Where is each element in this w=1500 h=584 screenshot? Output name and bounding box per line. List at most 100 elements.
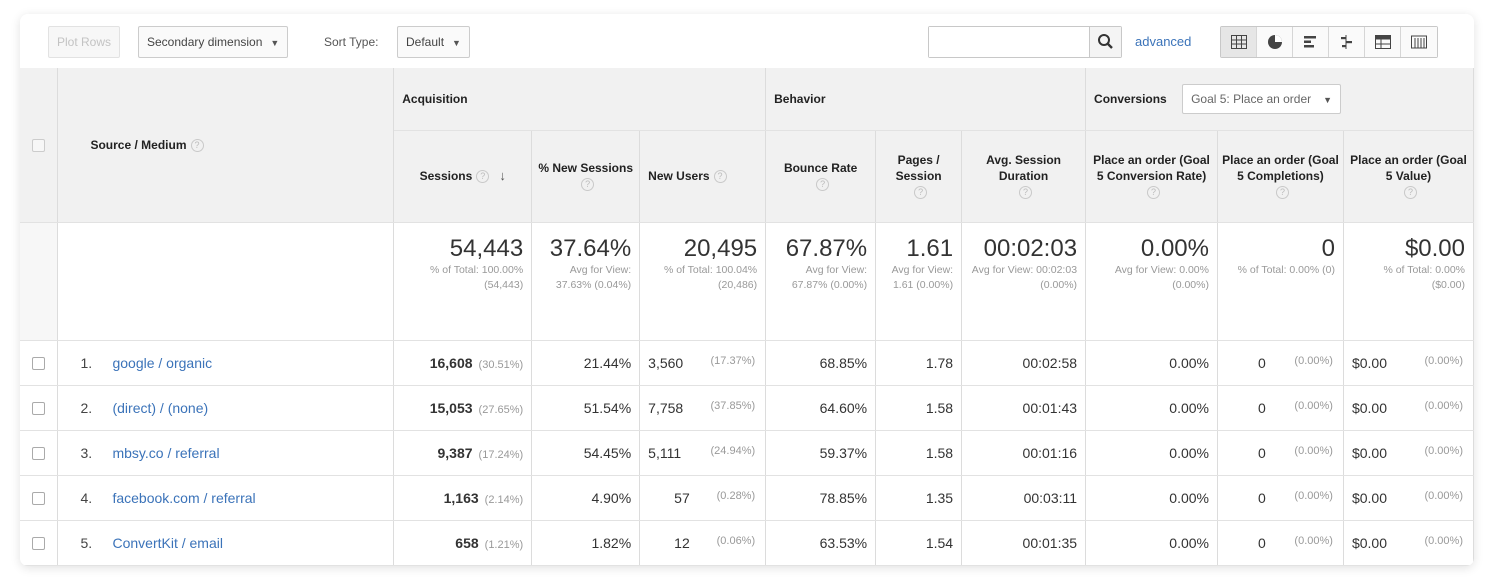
completions-value: 0 xyxy=(1257,399,1266,416)
col-sessions[interactable]: Sessions? ↓ xyxy=(393,130,533,223)
report-toolbar: Plot Rows Secondary dimension ▼ Sort Type… xyxy=(20,14,1474,68)
row-checkbox[interactable] xyxy=(32,357,46,371)
sessions-pct: (17.24%) xyxy=(478,448,524,461)
sessions-pct: (2.14%) xyxy=(484,493,524,506)
pct-new-sessions-cell: 21.44% xyxy=(531,340,641,386)
total-value: $0.00 xyxy=(1404,234,1465,262)
duration-cell: 00:01:43 xyxy=(961,385,1087,431)
pie-view-icon xyxy=(1267,35,1282,49)
help-icon[interactable]: ? xyxy=(1403,186,1417,200)
table-view-button[interactable] xyxy=(1221,27,1257,57)
advanced-filter-link[interactable]: advanced xyxy=(1135,34,1192,49)
col-value-label: Place an order (Goal 5 Value) xyxy=(1350,153,1467,183)
search-input[interactable] xyxy=(929,27,1087,57)
secondary-dimension-dropdown[interactable]: Secondary dimension ▼ xyxy=(138,26,289,58)
help-icon[interactable]: ? xyxy=(914,186,928,200)
value-amount: $0.00 xyxy=(1351,534,1387,551)
bounce-rate-cell: 68.85% xyxy=(765,340,877,386)
value-cell: $0.00 (0.00%) xyxy=(1343,520,1474,566)
new-users-value: 12 xyxy=(674,534,690,551)
help-icon[interactable]: ? xyxy=(1275,186,1289,200)
select-all-cell xyxy=(20,68,59,223)
total-value-cell: $0.00% of Total: 0.00% ($0.00) xyxy=(1343,222,1474,341)
row-checkbox[interactable] xyxy=(32,447,46,461)
value-amount: $0.00 xyxy=(1351,354,1387,371)
pivot-view-button[interactable] xyxy=(1365,27,1401,57)
bounce-rate-cell: 64.60% xyxy=(765,385,877,431)
sort-type-dropdown[interactable]: Default ▼ xyxy=(397,26,470,58)
new-users-value: 7,758 xyxy=(648,399,684,416)
source-link[interactable]: google / organic xyxy=(112,354,213,371)
source-link[interactable]: facebook.com / referral xyxy=(112,489,256,506)
secondary-dimension-label: Secondary dimension xyxy=(147,35,263,49)
row-select-cell xyxy=(20,430,59,476)
select-all-checkbox[interactable] xyxy=(32,138,46,152)
dimension-header[interactable]: Source / Medium? xyxy=(57,68,395,223)
help-icon[interactable]: ? xyxy=(816,178,830,192)
help-icon[interactable]: ? xyxy=(1147,186,1161,200)
row-checkbox[interactable] xyxy=(32,402,46,416)
sessions-value: 9,387 xyxy=(437,444,473,461)
col-pages-session[interactable]: Pages / Session? xyxy=(875,130,963,223)
conv-rate-cell: 0.00% xyxy=(1085,385,1218,431)
bar-view-button[interactable] xyxy=(1293,27,1329,57)
total-value: 37.64% xyxy=(549,234,632,262)
new-users-value: 3,560 xyxy=(648,354,684,371)
duration-cell: 00:01:16 xyxy=(961,430,1087,476)
duration-cell: 00:02:58 xyxy=(961,340,1087,386)
source-link[interactable]: (direct) / (none) xyxy=(112,399,209,416)
col-bounce-rate[interactable]: Bounce Rate? xyxy=(765,130,877,223)
conv-rate-cell: 0.00% xyxy=(1085,520,1218,566)
comparison-view-button[interactable] xyxy=(1329,27,1365,57)
total-note: % of Total: 0.00% ($0.00) xyxy=(1383,263,1465,291)
help-icon[interactable]: ? xyxy=(1019,186,1033,200)
source-cell: 1. google / organic xyxy=(57,340,395,386)
row-checkbox[interactable] xyxy=(32,492,46,506)
row-checkbox[interactable] xyxy=(32,537,46,551)
new-users-pct: (17.37%) xyxy=(710,354,756,367)
source-cell: 4. facebook.com / referral xyxy=(57,475,395,521)
col-conv-rate-label: Place an order (Goal 5 Conversion Rate) xyxy=(1093,153,1210,183)
source-link[interactable]: ConvertKit / email xyxy=(112,534,223,551)
col-completions[interactable]: Place an order (Goal 5 Completions)? xyxy=(1217,130,1344,223)
pivot-view-icon xyxy=(1374,35,1391,49)
help-icon[interactable]: ? xyxy=(476,170,490,184)
comparison-view-icon xyxy=(1340,35,1352,49)
bar-view-icon xyxy=(1303,36,1316,48)
plot-rows-button[interactable]: Plot Rows xyxy=(48,26,121,58)
sessions-value: 1,163 xyxy=(443,489,479,506)
col-new-users-label: New Users xyxy=(648,169,710,183)
completions-value: 0 xyxy=(1257,354,1266,371)
caret-down-icon: ▼ xyxy=(1323,94,1333,105)
col-pct-new-sessions-label: % New Sessions xyxy=(538,161,634,175)
col-value[interactable]: Place an order (Goal 5 Value)? xyxy=(1343,130,1474,223)
search-button[interactable] xyxy=(1089,27,1121,57)
new-users-value: 57 xyxy=(674,489,690,506)
pie-view-button[interactable] xyxy=(1257,27,1293,57)
value-pct: (0.00%) xyxy=(1424,534,1463,547)
value-pct: (0.00%) xyxy=(1424,489,1463,502)
new-users-cell: 5,111 (24.94%) xyxy=(639,430,767,476)
col-new-users[interactable]: New Users? xyxy=(639,130,767,223)
pages-session-cell: 1.58 xyxy=(875,430,963,476)
row-index: 4. xyxy=(80,489,93,506)
bounce-rate-cell: 63.53% xyxy=(765,520,877,566)
row-index: 1. xyxy=(80,354,93,371)
completions-cell: 0 (0.00%) xyxy=(1217,430,1344,476)
col-avg-session-duration[interactable]: Avg. Session Duration? xyxy=(961,130,1087,223)
help-icon[interactable]: ? xyxy=(581,178,595,192)
col-conv-rate[interactable]: Place an order (Goal 5 Conversion Rate)? xyxy=(1085,130,1218,223)
help-icon[interactable]: ? xyxy=(190,138,204,152)
goal-select-dropdown[interactable]: Goal 5: Place an order ▼ xyxy=(1182,83,1342,114)
total-note: Avg for View: 00:02:03 (0.00%) xyxy=(971,263,1078,291)
total-completions: 0% of Total: 0.00% (0) xyxy=(1217,222,1344,341)
col-pct-new-sessions[interactable]: % New Sessions? xyxy=(531,130,641,223)
sessions-cell: 9,387 (17.24%) xyxy=(393,430,533,476)
sessions-value: 15,053 xyxy=(429,399,473,416)
caret-down-icon: ▼ xyxy=(452,38,461,48)
term-cloud-view-button[interactable] xyxy=(1401,27,1437,57)
value-amount: $0.00 xyxy=(1351,444,1387,461)
help-icon[interactable]: ? xyxy=(713,170,727,184)
sessions-cell: 16,608 (30.51%) xyxy=(393,340,533,386)
source-link[interactable]: mbsy.co / referral xyxy=(112,444,220,461)
